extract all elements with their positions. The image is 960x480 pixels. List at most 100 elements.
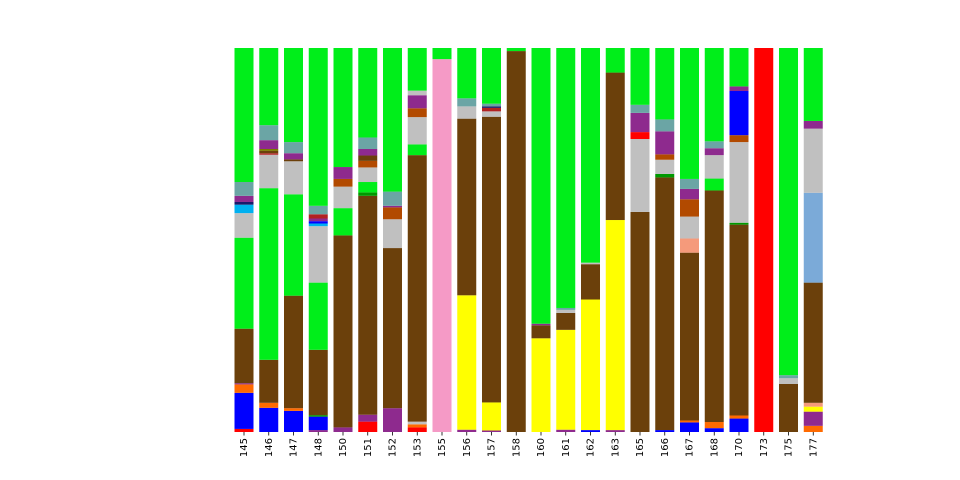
- x-tick-label-155: 155: [437, 438, 448, 457]
- bar-segment-167-8: [680, 48, 699, 179]
- bar-segment-170-6: [729, 91, 749, 136]
- x-tick-label-166: 166: [660, 438, 671, 457]
- bar-segment-152-2: [383, 219, 402, 249]
- x-tick-label-151: 151: [363, 438, 374, 457]
- bar-segment-162-1: [581, 299, 600, 431]
- bar-segment-148-6: [308, 223, 328, 227]
- bar-segment-151-4: [358, 182, 378, 193]
- bar-segment-163-0: [605, 430, 625, 432]
- bar-segment-152-6: [383, 48, 402, 192]
- bar-segment-146-5: [259, 153, 279, 155]
- bar-segment-161-5: [556, 48, 576, 308]
- bar-segment-162-0: [581, 430, 600, 432]
- bar-segment-147-1: [284, 408, 303, 411]
- bar-153: [407, 48, 427, 432]
- bar-segment-168-0: [704, 428, 724, 432]
- bar-segment-145-1: [234, 392, 254, 429]
- bar-segment-162-2: [581, 264, 600, 300]
- bar-segment-146-0: [259, 407, 279, 432]
- bar-160: [531, 48, 551, 432]
- bar-segment-152-0: [383, 408, 402, 432]
- bar-168: [704, 48, 724, 432]
- bar-170: [729, 48, 749, 432]
- bar-segment-168-5: [704, 148, 724, 156]
- bar-segment-151-9: [358, 137, 378, 149]
- bar-segment-146-1: [259, 402, 279, 408]
- bar-segment-165-4: [630, 104, 650, 113]
- bar-segment-147-3: [284, 194, 303, 296]
- bar-segment-153-2: [407, 421, 427, 425]
- bar-segment-148-2: [308, 415, 328, 417]
- bar-segment-145-2: [234, 384, 254, 393]
- bar-segment-156-5: [457, 48, 477, 99]
- bar-segment-145-7: [234, 204, 254, 214]
- bar-segment-163-1: [605, 220, 625, 431]
- bar-segment-156-3: [457, 106, 477, 119]
- bar-segment-151-7: [358, 155, 378, 161]
- x-tick-label-175: 175: [784, 438, 795, 457]
- bar-segment-165-0: [630, 211, 650, 432]
- bar-segment-151-6: [358, 160, 378, 168]
- bar-segment-157-2: [482, 116, 501, 403]
- bar-segment-148-10: [308, 205, 328, 215]
- bar-segment-161-4: [556, 307, 576, 310]
- bar-segment-177-2: [803, 406, 823, 412]
- bar-segment-160-3: [531, 48, 551, 324]
- x-tick-label-162: 162: [586, 438, 597, 457]
- bar-segment-167-2: [680, 252, 699, 421]
- bar-segment-148-5: [308, 226, 328, 283]
- bar-segment-157-3: [482, 111, 501, 117]
- x-tick-label-173: 173: [759, 438, 770, 457]
- bar-segment-153-0: [407, 427, 427, 432]
- bar-segment-148-3: [308, 349, 328, 416]
- bar-segment-156-2: [457, 118, 477, 296]
- bar-segment-177-8: [803, 48, 823, 121]
- bar-segment-173-0: [754, 48, 774, 432]
- bar-177: [803, 48, 823, 432]
- x-tick-label-150: 150: [338, 438, 349, 457]
- bar-segment-170-3: [729, 222, 749, 225]
- bar-segment-170-7: [729, 86, 749, 92]
- bar-segment-165-2: [630, 132, 650, 140]
- bar-segment-157-0: [482, 430, 501, 432]
- bar-segment-150-1: [333, 235, 353, 428]
- bar-segment-152-5: [383, 191, 402, 206]
- bar-segment-145-8: [234, 201, 254, 205]
- bar-segment-150-3: [333, 186, 353, 209]
- bar-segment-166-5: [655, 131, 675, 155]
- x-tick-label-146: 146: [264, 438, 275, 457]
- x-tick-labels: 145 146 147 148 150 151 152 153 155 156 157 158 160 1…: [239, 432, 819, 457]
- x-tick-label-168: 168: [709, 438, 720, 457]
- bar-segment-166-2: [655, 173, 675, 178]
- bar-segment-177-3: [803, 402, 823, 407]
- bar-segment-167-6: [680, 188, 699, 200]
- bar-segment-148-8: [308, 218, 328, 222]
- x-tick-label-167: 167: [685, 438, 696, 457]
- bar-173: [754, 48, 774, 432]
- bar-segment-160-2: [531, 323, 551, 326]
- bar-segment-151-1: [358, 414, 378, 422]
- bar-segment-177-4: [803, 282, 823, 403]
- bar-segment-146-3: [259, 188, 279, 360]
- bar-segment-151-5: [358, 167, 378, 183]
- bar-segment-147-4: [284, 161, 303, 195]
- bar-segment-170-0: [729, 418, 749, 432]
- bar-segment-157-6: [482, 103, 501, 107]
- x-tick-label-148: 148: [313, 438, 324, 457]
- bar-158: [506, 48, 526, 433]
- bar-segment-160-1: [531, 325, 551, 339]
- bar-segment-168-4: [704, 155, 724, 179]
- bar-segment-165-3: [630, 112, 650, 133]
- bar-segment-153-4: [407, 144, 427, 156]
- bar-148: [308, 48, 328, 432]
- bar-166: [655, 48, 675, 432]
- bar-segment-156-4: [457, 98, 477, 107]
- bar-segment-145-9: [234, 195, 254, 202]
- bar-segment-166-4: [655, 154, 675, 160]
- x-tick-label-153: 153: [412, 438, 423, 457]
- bar-segment-147-2: [284, 295, 303, 409]
- x-tick-label-160: 160: [536, 438, 547, 457]
- bar-segment-147-8: [284, 48, 303, 143]
- bar-segment-162-3: [581, 262, 600, 265]
